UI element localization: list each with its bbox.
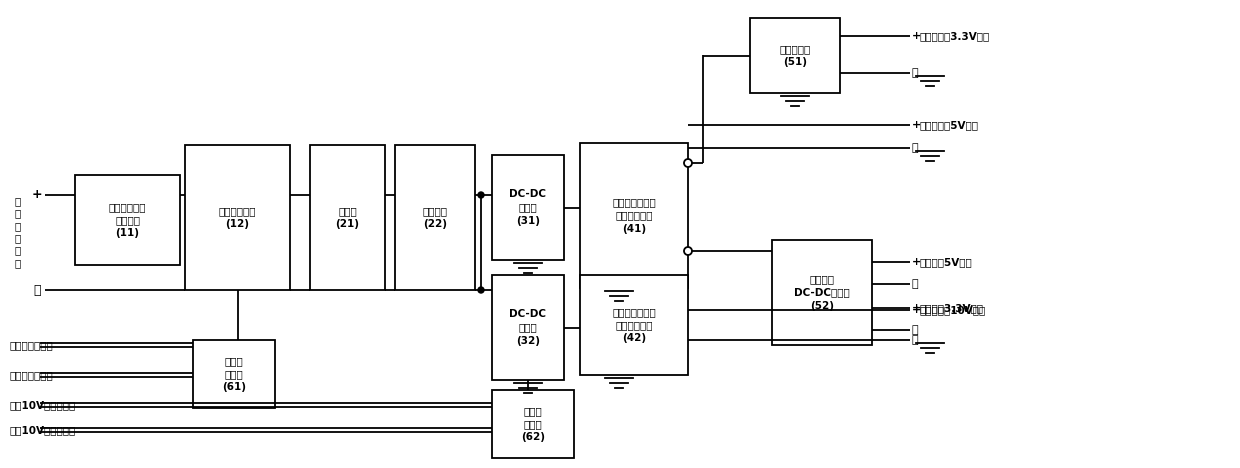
Bar — [492, 155, 564, 260]
Circle shape — [477, 287, 484, 293]
Text: +: + — [32, 189, 42, 202]
Bar — [310, 145, 384, 290]
Bar — [580, 143, 688, 288]
Text: －: － — [911, 143, 919, 153]
Bar — [74, 175, 180, 265]
Text: 磁保持
继电器
(62): 磁保持 继电器 (62) — [521, 406, 546, 442]
Text: 低噪声二级5V电源: 低噪声二级5V电源 — [920, 120, 980, 130]
Text: 一级电源开指令: 一级电源开指令 — [10, 340, 53, 350]
Text: 滤波器
(21): 滤波器 (21) — [336, 206, 360, 229]
Text: 一
级
电
源
输
入: 一 级 电 源 输 入 — [15, 196, 21, 268]
Circle shape — [684, 247, 692, 255]
Circle shape — [477, 192, 484, 198]
Text: 非隔离式
DC-DC变换器
(52): 非隔离式 DC-DC变换器 (52) — [794, 274, 849, 311]
Text: 双路输出的共模
一差模滤波器
(41): 双路输出的共模 一差模滤波器 (41) — [613, 197, 656, 234]
Bar — [492, 275, 564, 380]
Text: 二级10V电源开指令: 二级10V电源开指令 — [10, 400, 76, 410]
Text: －: － — [911, 335, 919, 345]
Text: －: － — [33, 284, 41, 297]
Text: +: + — [911, 305, 921, 315]
Text: DC-DC
变换器
(31): DC-DC 变换器 (31) — [510, 189, 547, 226]
Text: 补偿电路
(22): 补偿电路 (22) — [423, 206, 448, 229]
Text: 磁保持
继电器
(61): 磁保持 继电器 (61) — [222, 356, 246, 392]
Bar — [193, 340, 275, 408]
Text: 普通三级3.3V电源: 普通三级3.3V电源 — [920, 303, 985, 313]
Text: DC-DC
变换器
(32): DC-DC 变换器 (32) — [510, 309, 547, 346]
Text: 普通二级5V电源: 普通二级5V电源 — [920, 257, 972, 267]
Text: +: + — [911, 120, 921, 130]
Text: －: － — [911, 325, 919, 335]
Text: 二级10V电源关指令: 二级10V电源关指令 — [10, 425, 76, 435]
Text: 浪涌抑制电路
(12): 浪涌抑制电路 (12) — [218, 206, 257, 229]
Text: +: + — [911, 303, 921, 313]
Bar — [750, 18, 839, 93]
Text: 单路输出的共模
一差模滤波器
(42): 单路输出的共模 一差模滤波器 (42) — [613, 307, 656, 343]
Text: 线性稳压器
(51): 线性稳压器 (51) — [780, 44, 811, 67]
Bar — [396, 145, 475, 290]
Text: +: + — [911, 257, 921, 267]
Bar — [773, 240, 872, 345]
Circle shape — [684, 159, 692, 167]
Bar — [492, 390, 574, 458]
Text: －: － — [911, 68, 919, 78]
Text: +: + — [911, 31, 921, 41]
Text: 一级电源关指令: 一级电源关指令 — [10, 370, 53, 380]
Text: 低噪声三级3.3V电源: 低噪声三级3.3V电源 — [920, 31, 991, 41]
Text: 快速熔断延时
保护电路
(11): 快速熔断延时 保护电路 (11) — [109, 202, 146, 238]
Text: －: － — [911, 279, 919, 289]
Text: 低噪声二级10V电源: 低噪声二级10V电源 — [920, 305, 986, 315]
Bar — [580, 275, 688, 375]
Bar — [185, 145, 290, 290]
